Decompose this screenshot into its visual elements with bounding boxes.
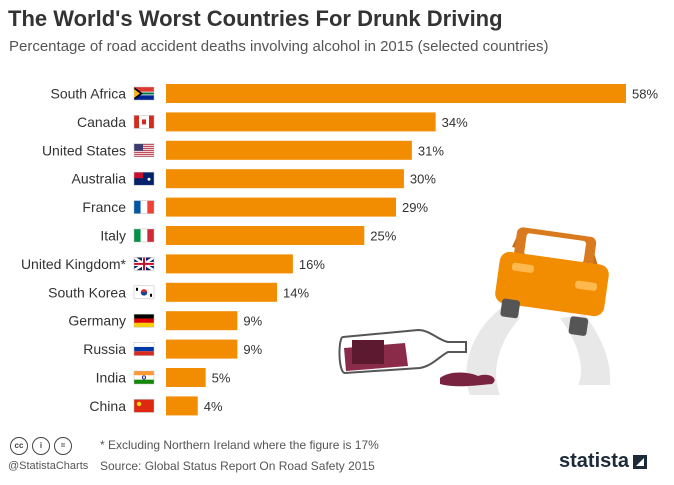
value-label: 5% [212, 371, 231, 386]
uk-flag-icon [133, 256, 155, 272]
value-label: 16% [299, 257, 325, 272]
bar [166, 339, 238, 359]
value-label: 34% [442, 115, 468, 130]
australia-flag-icon [133, 171, 155, 186]
bar [166, 112, 436, 132]
bar [166, 396, 198, 416]
category-label: Italy [100, 228, 126, 244]
statista-mark-icon [633, 454, 648, 469]
chart-subtitle: Percentage of road accident deaths invol… [9, 38, 549, 55]
bar [166, 140, 412, 160]
category-label: United States [42, 142, 126, 158]
value-label: 14% [283, 285, 309, 300]
statista-logo[interactable]: statista [559, 450, 648, 473]
cc-icon: cc [10, 437, 28, 455]
category-label: France [82, 199, 126, 215]
bar-row: Germany 9% [68, 311, 263, 331]
value-label: 25% [370, 229, 396, 244]
usa-flag-icon [133, 143, 155, 158]
bar-row: United States 31% [42, 140, 444, 160]
category-label: South Korea [48, 284, 126, 300]
chart-title: The World's Worst Countries For Drunk Dr… [8, 6, 503, 31]
bar-row: Russia 9% [83, 339, 263, 359]
value-label: 30% [410, 172, 436, 187]
brand-name: statista [559, 450, 630, 472]
bar-row: United Kingdom* 16% [21, 254, 325, 274]
germany-flag-icon [133, 313, 155, 328]
source-note: Source: Global Status Report On Road Saf… [100, 459, 375, 473]
bar [166, 282, 278, 302]
car-illustration-icon [466, 227, 611, 395]
bar-row: Italy 25% [100, 226, 397, 245]
category-label: Canada [77, 114, 126, 130]
bar [166, 254, 293, 274]
france-flag-icon [133, 200, 155, 214]
china-flag-icon [133, 399, 155, 413]
category-label: Germany [68, 313, 126, 329]
twitter-handle[interactable]: @StatistaCharts [8, 460, 89, 472]
bar [166, 311, 238, 331]
bar [166, 368, 206, 387]
bar-row: India 5% [96, 368, 231, 387]
value-label: 9% [243, 342, 262, 357]
bar-row: Australia 30% [72, 169, 436, 189]
russia-flag-icon [133, 342, 155, 356]
wine-bottle-icon [338, 328, 495, 387]
category-label: India [96, 370, 127, 386]
footnote: * Excluding Northern Ireland where the f… [100, 438, 379, 452]
bar [166, 84, 626, 103]
bar [166, 226, 365, 245]
category-label: South Africa [51, 86, 127, 102]
value-label: 58% [632, 87, 658, 102]
by-icon: i [32, 437, 50, 455]
nd-icon: = [54, 437, 72, 455]
italy-flag-icon [133, 228, 155, 243]
bar-row: South Korea 14% [48, 282, 309, 302]
license-icons: cc i = [10, 437, 72, 455]
category-label: China [89, 398, 126, 414]
bar [166, 197, 396, 217]
bar-row: South Africa 58% [51, 84, 658, 103]
south-africa-flag-icon [133, 86, 155, 101]
value-label: 4% [204, 399, 223, 414]
bar [166, 169, 404, 189]
value-label: 31% [418, 143, 444, 158]
category-label: Russia [83, 341, 126, 357]
south-korea-flag-icon [133, 285, 155, 300]
bar-row: France 29% [82, 197, 428, 217]
canada-flag-icon [133, 115, 155, 129]
bar-chart: South Africa 58% Canada 34% United States 31%… [21, 84, 658, 416]
category-label: Australia [72, 171, 127, 187]
bar-row: China 4% [89, 396, 223, 416]
value-label: 9% [243, 314, 262, 329]
india-flag-icon [133, 370, 155, 385]
bar-row: Canada 34% [77, 112, 468, 132]
value-label: 29% [402, 200, 428, 215]
category-label: United Kingdom* [21, 256, 127, 272]
